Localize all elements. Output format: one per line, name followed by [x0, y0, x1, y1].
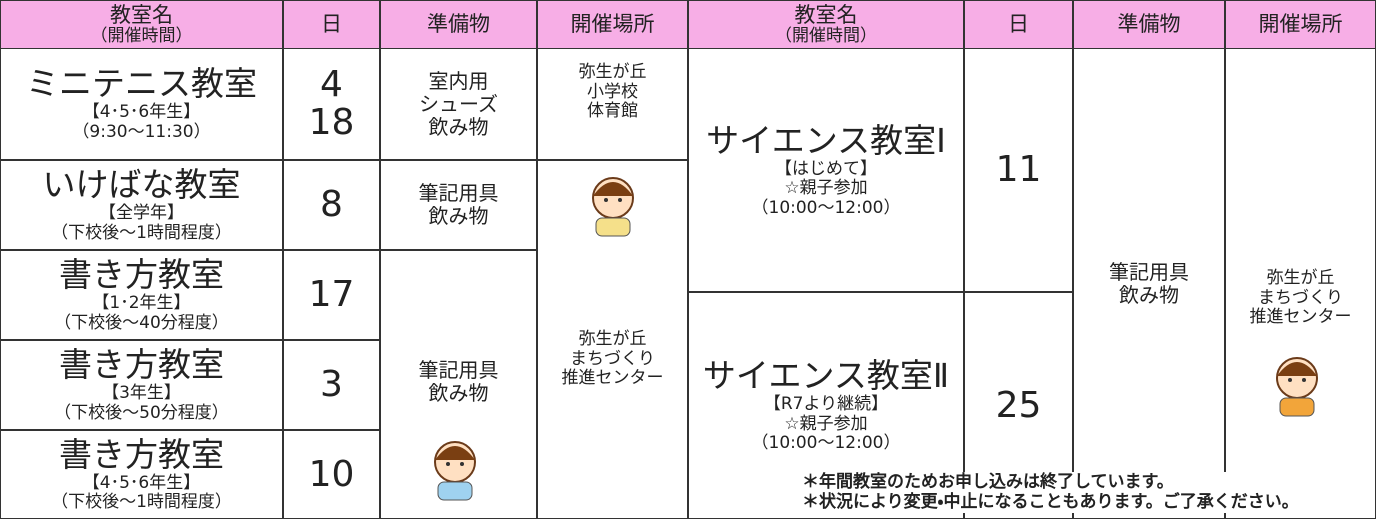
- table-cell: 筆記用具 飲み物: [380, 250, 537, 519]
- cell-text: （下校後～1時間程度）: [51, 222, 232, 243]
- table-cell: 書き方教室 【4･5･6年生】 （下校後～1時間程度）: [0, 430, 283, 519]
- cell-text: （10:00～12:00）: [751, 197, 901, 218]
- cell-text: 準備物: [427, 12, 490, 37]
- table-cell: 4 18: [283, 48, 380, 160]
- cell-text: 書き方教室: [59, 255, 224, 295]
- illustration: [434, 441, 476, 501]
- cell-text: 日: [1008, 12, 1029, 37]
- cell-text: （10:00～12:00）: [751, 433, 901, 454]
- cell-text: （開催時間）: [775, 25, 877, 46]
- table-cell: 書き方教室 【3年生】 （下校後～50分程度）: [0, 340, 283, 430]
- cell-text: ☆親子参加: [784, 413, 868, 434]
- notes: ＊年間教室のためお申し込みは終了しています。 ＊状況により変更・中止になることもあ…: [800, 472, 1301, 513]
- table-cell: サイエンス教室Ⅱ 【R7より継続】 ☆親子参加 （10:00～12:00）: [688, 292, 964, 519]
- cell-text: 推進センター: [1249, 307, 1352, 328]
- cell-text: ☆親子参加: [784, 178, 868, 199]
- cell-text: サイエンス教室Ⅰ: [706, 120, 946, 160]
- table-cell: 弥生が丘 まちづくり 推進センター: [1225, 48, 1376, 519]
- table-cell: 25: [964, 292, 1073, 519]
- cell-text: 教室名: [110, 2, 173, 27]
- cell-text: 10: [308, 453, 355, 495]
- table-cell: 開催場所: [1225, 0, 1376, 49]
- cell-text: 飲み物: [428, 204, 489, 228]
- cell-text: いけばな教室: [42, 165, 241, 205]
- cell-text: （9:30～11:30）: [72, 121, 211, 142]
- table-cell: 書き方教室 【1･2年生】 （下校後～40分程度）: [0, 250, 283, 340]
- cell-text: 弥生が丘: [578, 62, 647, 82]
- cell-text: 開催場所: [570, 12, 655, 37]
- cell-text: 筆記用具: [1109, 259, 1189, 284]
- cell-text: シューズ: [419, 91, 498, 116]
- illustration: [1276, 357, 1318, 417]
- cell-text: 【はじめて】: [775, 158, 877, 179]
- cell-text: 【1･2年生】: [92, 293, 191, 314]
- note-text: ＊状況により変更・中止になることもあります。ご了承ください。: [802, 492, 1299, 513]
- table-cell: 教室名 （開催時間）: [0, 0, 283, 49]
- cell-text: 推進センター: [561, 368, 664, 389]
- cell-text: 【全学年】: [99, 203, 184, 224]
- cell-text: 筆記用具: [418, 181, 499, 205]
- cell-text: 8: [320, 184, 343, 226]
- cell-text: 筆記用具: [418, 358, 499, 382]
- cell-text: 開催場所: [1258, 12, 1343, 37]
- cell-text: 【R7より継続】: [763, 394, 889, 415]
- table-cell: 日: [283, 0, 380, 49]
- cell-text: 体育館: [587, 101, 638, 122]
- table-cell: 筆記用具 飲み物: [380, 160, 537, 250]
- table-cell: 17: [283, 250, 380, 340]
- table-cell: 筆記用具 飲み物: [1073, 48, 1225, 519]
- cell-text: 17: [308, 274, 355, 316]
- table-cell: 弥生が丘 まちづくり 推進センター: [537, 160, 688, 519]
- cell-text: 教室名: [794, 2, 858, 27]
- cell-text: （下校後～1時間程度）: [51, 492, 232, 513]
- note-text: ＊年間教室のためお申し込みは終了しています。: [802, 472, 1174, 492]
- table-cell: 8: [283, 160, 380, 250]
- cell-text: ミニテニス教室: [26, 64, 257, 104]
- cell-text: 25: [995, 384, 1042, 426]
- cell-text: 【3年生】: [102, 383, 181, 404]
- cell-text: 弥生が丘: [1266, 268, 1335, 288]
- cell-text: 飲み物: [428, 114, 489, 139]
- cell-text: サイエンス教室Ⅱ: [702, 356, 950, 396]
- cell-text: （開催時間）: [90, 25, 193, 46]
- cell-text: 4: [320, 64, 343, 106]
- cell-text: 飲み物: [428, 381, 489, 405]
- cell-text: 室内用: [428, 68, 489, 93]
- cell-text: 日: [321, 12, 342, 37]
- table-cell: 教室名 （開催時間）: [688, 0, 964, 49]
- cell-text: 飲み物: [1119, 282, 1179, 307]
- cell-text: （下校後～40分程度）: [54, 312, 229, 333]
- table-cell: 弥生が丘 小学校 体育館: [537, 48, 688, 160]
- table-cell: 10: [283, 430, 380, 519]
- table-cell: いけばな教室 【全学年】 （下校後～1時間程度）: [0, 160, 283, 250]
- cell-text: 【4･5･6年生】: [82, 102, 201, 123]
- cell-text: まちづくり: [1258, 287, 1343, 308]
- cell-text: 書き方教室: [59, 345, 224, 385]
- illustration: [592, 177, 634, 237]
- table-cell: 準備物: [1073, 0, 1225, 49]
- table-cell: 11: [964, 48, 1073, 292]
- table-cell: 準備物: [380, 0, 537, 49]
- cell-text: 11: [995, 149, 1042, 191]
- table-cell: 室内用 シューズ 飲み物: [380, 48, 537, 160]
- cell-text: まちづくり: [570, 348, 655, 369]
- table-cell: 開催場所: [537, 0, 688, 49]
- cell-text: 3: [320, 364, 343, 406]
- table-cell: サイエンス教室Ⅰ 【はじめて】 ☆親子参加 （10:00～12:00）: [688, 48, 964, 292]
- table-cell: ミニテニス教室 【4･5･6年生】 （9:30～11:30）: [0, 48, 283, 160]
- cell-text: （下校後～50分程度）: [54, 402, 229, 423]
- cell-text: 小学校: [587, 81, 638, 102]
- cell-text: 書き方教室: [59, 434, 224, 474]
- table-cell: 3: [283, 340, 380, 430]
- cell-text: 18: [308, 102, 355, 143]
- cell-text: 準備物: [1117, 12, 1181, 37]
- table-cell: 日: [964, 0, 1073, 49]
- cell-text: 【4･5･6年生】: [82, 472, 201, 493]
- cell-text: 弥生が丘: [578, 329, 647, 350]
